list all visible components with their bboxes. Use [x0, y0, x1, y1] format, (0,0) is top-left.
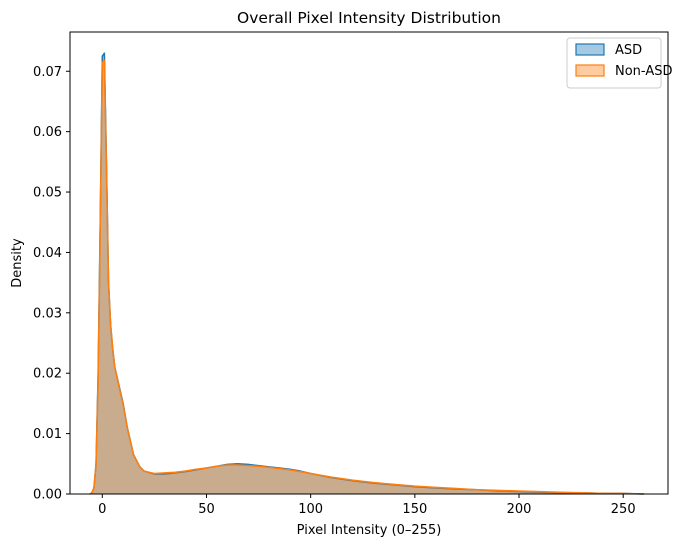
- x-tick-label: 0: [98, 502, 106, 517]
- legend: ASD Non-ASD: [566, 37, 672, 89]
- plot-area: [89, 52, 645, 495]
- y-axis-title: Density: [10, 238, 25, 288]
- chart-title: Overall Pixel Intensity Distribution: [237, 9, 501, 27]
- x-tick-label: 100: [298, 502, 323, 517]
- y-tick-label: 0.04: [33, 246, 62, 261]
- y-tick-label: 0.00: [33, 488, 62, 503]
- x-axis: 0 50 100 150 200 250: [98, 494, 636, 517]
- legend-label-non-asd: Non-ASD: [615, 64, 672, 79]
- y-tick-label: 0.01: [33, 427, 62, 442]
- y-axis: 0.00 0.01 0.02 0.03 0.04 0.05 0.06 0.07: [33, 65, 70, 503]
- legend-swatch-asd: [575, 43, 605, 56]
- y-tick-label: 0.03: [33, 306, 62, 321]
- x-tick-label: 150: [402, 502, 427, 517]
- density-area-non-asd: [89, 60, 645, 494]
- y-tick-label: 0.02: [33, 367, 62, 382]
- density-line-asd: [89, 52, 645, 495]
- y-tick-label: 0.06: [33, 125, 62, 140]
- x-tick-label: 200: [507, 502, 532, 517]
- legend-label-asd: ASD: [615, 43, 642, 58]
- density-line-non-asd: [89, 59, 645, 495]
- x-axis-title: Pixel Intensity (0–255): [297, 523, 442, 538]
- density-area-asd: [89, 53, 645, 494]
- legend-swatch-non-asd: [575, 64, 605, 77]
- x-tick-label: 50: [198, 502, 215, 517]
- y-tick-label: 0.05: [33, 186, 62, 201]
- x-tick-label: 250: [611, 502, 636, 517]
- y-tick-label: 0.07: [33, 65, 62, 80]
- axes-frame: [69, 31, 669, 495]
